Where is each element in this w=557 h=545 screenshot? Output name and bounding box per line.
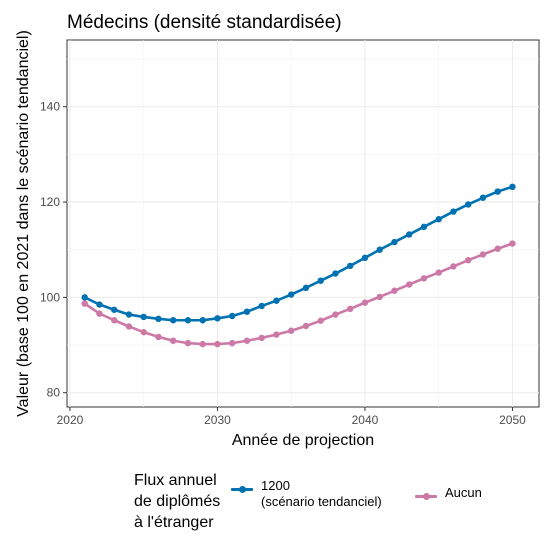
series-1 xyxy=(81,240,516,348)
x-tick-label-2030: 2030 xyxy=(204,413,231,427)
data-point-0-2035 xyxy=(288,291,295,298)
data-point-1-2025 xyxy=(140,328,147,336)
data-point-0-2023 xyxy=(111,306,118,313)
data-point-0-2034 xyxy=(273,297,280,304)
data-point-1-2027 xyxy=(170,337,177,344)
data-point-0-2022 xyxy=(96,301,103,308)
data-point-0-2048 xyxy=(479,194,487,201)
series-0 xyxy=(81,183,516,324)
chart-title: Médecins (densité standardisée) xyxy=(67,12,342,33)
data-point-1-2021 xyxy=(81,300,88,307)
axes: 2020 2030 2040 2050 80 100 120 140 Année de proj… xyxy=(15,30,526,449)
data-point-1-2024 xyxy=(125,323,133,330)
data-point-1-2048 xyxy=(479,251,487,258)
legend-item-1200: 1200 (scénario tendanciel) xyxy=(231,478,382,510)
data-point-0-2028 xyxy=(184,317,192,324)
data-point-1-2041 xyxy=(376,293,383,301)
data-point-0-2050 xyxy=(509,183,516,190)
y-tick-label-100: 100 xyxy=(40,290,60,304)
data-point-0-2042 xyxy=(391,238,398,246)
legend-key-1200 xyxy=(231,478,253,500)
data-point-0-2026 xyxy=(155,315,162,323)
y-tick-label-120: 120 xyxy=(40,195,60,209)
data-point-0-2045 xyxy=(435,216,442,223)
data-point-0-2047 xyxy=(465,201,472,208)
data-point-0-2029 xyxy=(199,317,206,324)
data-point-1-2040 xyxy=(361,299,369,306)
data-point-1-2028 xyxy=(184,339,192,347)
data-point-1-2042 xyxy=(391,287,398,294)
data-point-1-2023 xyxy=(111,317,118,324)
data-point-1-2049 xyxy=(494,245,501,252)
data-point-1-2031 xyxy=(229,339,236,347)
data-point-0-2037 xyxy=(317,277,324,284)
y-axis-title: Valeur (base 100 en 2021 dans le scénari… xyxy=(15,30,32,417)
data-point-1-2044 xyxy=(420,275,428,282)
data-point-0-2038 xyxy=(332,270,339,277)
data-point-0-2025 xyxy=(140,313,147,321)
data-point-1-2038 xyxy=(332,311,339,318)
data-point-0-2030 xyxy=(214,315,221,322)
data-point-0-2049 xyxy=(494,188,501,195)
data-point-1-2036 xyxy=(302,322,310,330)
data-point-1-2046 xyxy=(450,263,457,270)
legend-title: Flux annuel de diplômés à l'étranger xyxy=(134,472,221,531)
data-point-1-2035 xyxy=(288,327,295,334)
x-tick-label-2050: 2050 xyxy=(499,413,526,427)
data-point-1-2032 xyxy=(243,337,251,344)
grid xyxy=(67,40,539,407)
legend-key-aucun xyxy=(415,485,437,507)
data-point-1-2029 xyxy=(199,340,206,348)
legend-label-1200: 1200 (scénario tendanciel) xyxy=(261,478,382,509)
data-point-0-2039 xyxy=(347,262,354,270)
data-point-0-2021 xyxy=(81,294,88,301)
data-point-1-2039 xyxy=(347,305,354,313)
x-tick-label-2040: 2040 xyxy=(352,413,379,427)
data-point-0-2027 xyxy=(170,317,177,324)
data-point-0-2046 xyxy=(450,208,457,215)
data-point-1-2043 xyxy=(406,281,413,288)
series-layer xyxy=(81,183,516,348)
data-point-0-2033 xyxy=(258,302,265,310)
data-point-0-2044 xyxy=(420,223,428,231)
data-point-1-2045 xyxy=(435,269,442,276)
data-point-1-2034 xyxy=(273,331,280,338)
data-point-0-2043 xyxy=(406,231,413,238)
legend-item-aucun: Aucun xyxy=(415,485,482,507)
data-point-1-2030 xyxy=(214,340,221,348)
x-axis-title: Année de projection xyxy=(232,432,374,449)
data-point-1-2033 xyxy=(258,334,265,342)
data-point-0-2041 xyxy=(376,246,383,253)
data-point-1-2022 xyxy=(96,310,103,317)
plot-panel xyxy=(66,39,540,408)
data-point-0-2036 xyxy=(302,284,310,292)
data-point-1-2050 xyxy=(509,240,516,247)
data-point-0-2031 xyxy=(229,312,236,320)
y-tick-label-80: 80 xyxy=(47,386,61,400)
data-point-0-2040 xyxy=(361,254,369,262)
data-point-1-2047 xyxy=(465,257,472,264)
data-point-0-2024 xyxy=(125,311,133,318)
y-tick-label-140: 140 xyxy=(40,100,60,114)
legend-label-aucun: Aucun xyxy=(445,485,482,500)
data-point-1-2026 xyxy=(155,333,162,341)
data-point-1-2037 xyxy=(317,317,324,324)
data-point-0-2032 xyxy=(243,308,251,315)
x-tick-label-2020: 2020 xyxy=(57,413,84,427)
